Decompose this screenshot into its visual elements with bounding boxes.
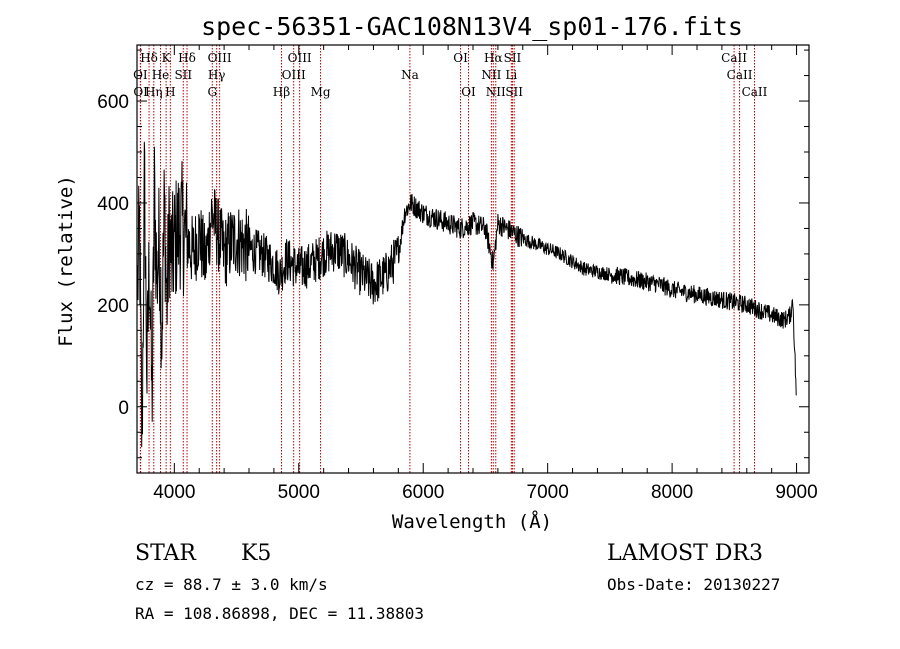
line-label-9: OI (133, 68, 148, 82)
line-label-3: OIII (208, 51, 232, 65)
observation-date: Obs-Date: 20130227 (607, 575, 780, 594)
line-label-26: SII (505, 85, 523, 99)
y-tick-label-0: 0 (118, 398, 129, 419)
x-tick-label-2: 6000 (402, 482, 444, 503)
line-label-25: NII (486, 85, 506, 99)
x-axis-label: Wavelength (Å) (392, 510, 552, 533)
ra-dec: RA = 108.86898, DEC = 11.38803 (135, 604, 424, 623)
line-label-15: NII (481, 68, 501, 82)
axis-ticks: 4000 5000 6000 7000 8000 9000 0 200 400 600 (97, 45, 818, 503)
line-label-12: Hγ (208, 68, 226, 82)
line-label-21: G (207, 85, 217, 99)
x-tick-label-0: 4000 (153, 482, 195, 503)
line-label-0: Hδ (140, 51, 158, 65)
line-label-4: OIII (288, 51, 312, 65)
line-label-19: Hη (145, 85, 163, 99)
spectral-line-markers (139, 45, 755, 473)
line-label-24: OI (461, 85, 476, 99)
y-axis-label: Flux (relative) (55, 175, 77, 347)
survey-name: LAMOST DR3 (607, 541, 763, 566)
line-label-7: SII (504, 51, 522, 65)
line-label-14: Na (401, 68, 419, 82)
line-label-6: Hα (484, 51, 503, 65)
line-label-5: OI (453, 51, 468, 65)
plot-frame (136, 44, 810, 474)
x-tick-label-1: 5000 (278, 482, 320, 503)
line-label-27: CaII (742, 85, 768, 99)
line-label-2: Hδ (178, 51, 196, 65)
line-label-16: Li (505, 68, 517, 82)
line-label-20: H (165, 85, 175, 99)
spectral-subclass: K5 (241, 541, 271, 566)
line-label-11: SII (174, 68, 192, 82)
chart-title: spec-56351-GAC108N13V4_sp01-176.fits (201, 12, 743, 41)
line-label-23: Mg (311, 85, 331, 99)
line-label-8: CaII (721, 51, 747, 65)
line-label-1: K (162, 51, 172, 65)
y-tick-label-3: 600 (97, 92, 129, 113)
line-label-13: OIII (282, 68, 306, 82)
y-tick-label-1: 200 (97, 296, 129, 317)
line-label-22: Hβ (273, 85, 290, 99)
x-tick-label-4: 8000 (651, 482, 693, 503)
spectrum-series (137, 141, 797, 448)
line-label-17: CaII (727, 68, 753, 82)
object-class: STAR (135, 541, 197, 566)
x-tick-label-3: 7000 (527, 482, 569, 503)
spectrum-line (137, 141, 797, 448)
redshift-cz: cz = 88.7 ± 3.0 km/s (135, 575, 328, 594)
y-tick-label-2: 400 (97, 194, 129, 215)
line-label-10: He (152, 68, 170, 82)
x-tick-label-5: 9000 (775, 482, 817, 503)
